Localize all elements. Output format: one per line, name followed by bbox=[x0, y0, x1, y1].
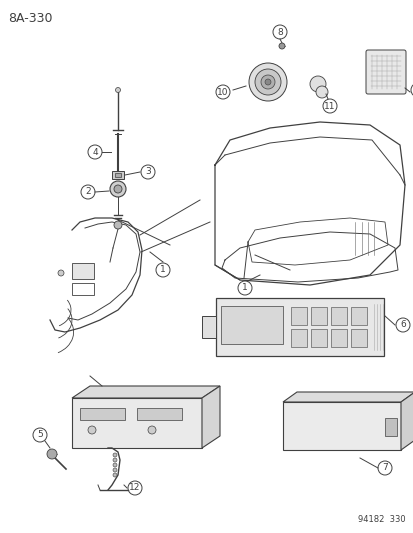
Text: 94182  330: 94182 330 bbox=[358, 515, 405, 524]
Bar bbox=[310, 307, 326, 325]
Bar bbox=[72, 398, 202, 448]
Text: G.B: G.B bbox=[78, 269, 88, 273]
Bar bbox=[330, 329, 346, 347]
Text: 2: 2 bbox=[85, 188, 90, 197]
Circle shape bbox=[254, 69, 280, 95]
Bar bbox=[221, 306, 282, 344]
Circle shape bbox=[315, 86, 327, 98]
Bar bbox=[80, 408, 125, 420]
Circle shape bbox=[110, 181, 126, 197]
Bar bbox=[72, 283, 94, 295]
Bar bbox=[282, 402, 400, 450]
Circle shape bbox=[113, 473, 117, 477]
Circle shape bbox=[58, 270, 64, 276]
Bar bbox=[137, 408, 182, 420]
Circle shape bbox=[113, 463, 117, 467]
Bar bbox=[202, 316, 216, 338]
Circle shape bbox=[309, 76, 325, 92]
Text: 4: 4 bbox=[92, 148, 97, 157]
Circle shape bbox=[113, 468, 117, 472]
Text: 10: 10 bbox=[217, 87, 228, 96]
Circle shape bbox=[88, 426, 96, 434]
Bar bbox=[290, 329, 306, 347]
Polygon shape bbox=[400, 392, 413, 450]
Bar bbox=[115, 173, 121, 177]
Text: 5: 5 bbox=[37, 431, 43, 440]
Text: 1: 1 bbox=[242, 284, 247, 293]
Text: 3: 3 bbox=[145, 167, 150, 176]
Polygon shape bbox=[72, 386, 219, 398]
Circle shape bbox=[147, 426, 156, 434]
Polygon shape bbox=[202, 386, 219, 448]
Bar bbox=[350, 329, 366, 347]
Bar bbox=[350, 307, 366, 325]
Circle shape bbox=[278, 43, 284, 49]
Text: 1: 1 bbox=[160, 265, 166, 274]
Text: 12: 12 bbox=[129, 483, 140, 492]
Circle shape bbox=[260, 75, 274, 89]
Bar bbox=[216, 298, 383, 356]
Bar bbox=[384, 418, 396, 436]
Bar bbox=[112, 171, 124, 179]
Bar bbox=[310, 329, 326, 347]
Circle shape bbox=[114, 185, 122, 193]
Circle shape bbox=[114, 221, 122, 229]
Circle shape bbox=[248, 63, 286, 101]
Bar bbox=[290, 307, 306, 325]
Circle shape bbox=[113, 453, 117, 457]
Circle shape bbox=[264, 79, 271, 85]
Text: 6: 6 bbox=[399, 320, 405, 329]
Text: 8: 8 bbox=[276, 28, 282, 36]
Bar bbox=[72, 263, 94, 279]
Circle shape bbox=[113, 458, 117, 462]
Text: 8A-330: 8A-330 bbox=[8, 12, 52, 25]
FancyBboxPatch shape bbox=[365, 50, 405, 94]
Circle shape bbox=[115, 87, 120, 93]
Text: 7: 7 bbox=[381, 464, 387, 472]
Circle shape bbox=[47, 449, 57, 459]
Text: 11: 11 bbox=[323, 101, 335, 110]
Bar bbox=[330, 307, 346, 325]
Polygon shape bbox=[282, 392, 413, 402]
